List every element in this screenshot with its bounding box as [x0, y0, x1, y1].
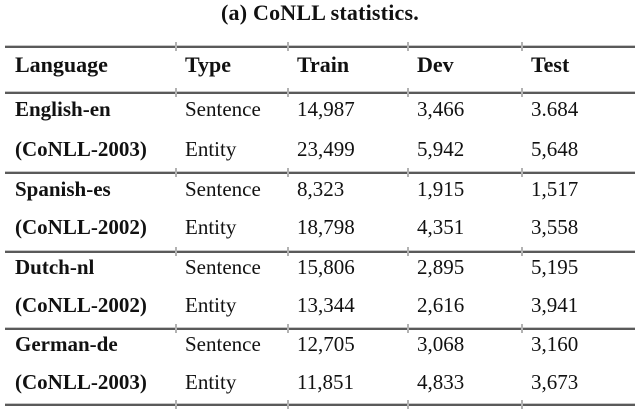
cell-dev: 3,466 [417, 97, 465, 121]
group-separator-rule [5, 324, 635, 333]
header-bottom-rule [5, 88, 635, 97]
table-caption: (a) CoNLL statistics. [221, 0, 419, 25]
cell-dataset: (CoNLL-2003) [15, 370, 147, 394]
cell-train: 11,851 [297, 370, 354, 394]
cell-train: 8,323 [297, 177, 345, 201]
cell-type: Entity [185, 215, 237, 239]
column-separator-tick [175, 88, 177, 97]
cell-dataset: (CoNLL-2003) [15, 137, 147, 161]
column-separator-tick [521, 247, 523, 256]
column-separator-tick [287, 247, 289, 256]
cell-train: 15,806 [297, 255, 355, 279]
header-row: Language Type Train Dev Test [5, 52, 635, 78]
table-row: (CoNLL-2002) Entity 18,798 4,351 3,558 [5, 214, 635, 240]
cell-dev: 3,068 [417, 332, 465, 356]
cell-type: Entity [185, 137, 237, 161]
cell-language: German-de [15, 332, 118, 356]
cell-train: 12,705 [297, 332, 355, 356]
column-separator-tick [287, 324, 289, 333]
cell-test: 3,941 [531, 293, 579, 317]
cell-type: Entity [185, 370, 237, 394]
group-separator-rule [5, 247, 635, 256]
table-row: English-en Sentence 14,987 3,466 3.684 [5, 96, 635, 122]
column-separator-tick [175, 400, 177, 409]
column-separator-tick [175, 168, 177, 177]
table-row: Spanish-es Sentence 8,323 1,915 1,517 [5, 176, 635, 202]
table-row: (CoNLL-2003) Entity 11,851 4,833 3,673 [5, 369, 635, 395]
table-row: German-de Sentence 12,705 3,068 3,160 [5, 331, 635, 357]
column-separator-tick [407, 400, 409, 409]
cell-language: Dutch-nl [15, 255, 95, 279]
col-header-train: Train [297, 52, 350, 77]
cell-test: 5,648 [531, 137, 579, 161]
cell-language: English-en [15, 97, 111, 121]
group-separator-rule [5, 168, 635, 177]
cell-type: Sentence [185, 97, 261, 121]
cell-train: 13,344 [297, 293, 355, 317]
column-separator-tick [407, 88, 409, 97]
cell-dev: 2,616 [417, 293, 465, 317]
col-header-type: Type [185, 52, 232, 77]
column-separator-tick [175, 247, 177, 256]
column-separator-tick [521, 42, 523, 51]
cell-dev: 4,351 [417, 215, 465, 239]
column-separator-tick [521, 324, 523, 333]
cell-test: 3,558 [531, 215, 579, 239]
cell-language: Spanish-es [15, 177, 111, 201]
cell-dataset: (CoNLL-2002) [15, 293, 147, 317]
cell-type: Sentence [185, 255, 261, 279]
column-separator-tick [175, 324, 177, 333]
cell-type: Sentence [185, 177, 261, 201]
column-separator-tick [407, 168, 409, 177]
table-row: Dutch-nl Sentence 15,806 2,895 5,195 [5, 254, 635, 280]
cell-test: 5,195 [531, 255, 579, 279]
col-header-dev: Dev [417, 52, 454, 77]
cell-test: 1,517 [531, 177, 579, 201]
col-header-language: Language [15, 52, 108, 77]
table-row: (CoNLL-2002) Entity 13,344 2,616 3,941 [5, 292, 635, 318]
column-separator-tick [287, 88, 289, 97]
cell-test: 3.684 [531, 97, 579, 121]
cell-test: 3,673 [531, 370, 579, 394]
cell-dev: 1,915 [417, 177, 465, 201]
column-separator-tick [287, 168, 289, 177]
table-row: (CoNLL-2003) Entity 23,499 5,942 5,648 [5, 136, 635, 162]
column-separator-tick [175, 42, 177, 51]
column-separator-tick [287, 400, 289, 409]
column-separator-tick [287, 42, 289, 51]
column-separator-tick [521, 400, 523, 409]
column-separator-tick [407, 247, 409, 256]
cell-train: 14,987 [297, 97, 355, 121]
table-top-rule [5, 42, 635, 51]
table-bottom-rule [5, 400, 635, 409]
col-header-test: Test [531, 52, 570, 77]
cell-train: 18,798 [297, 215, 355, 239]
cell-dev: 2,895 [417, 255, 465, 279]
column-separator-tick [521, 88, 523, 97]
column-separator-tick [407, 324, 409, 333]
cell-dataset: (CoNLL-2002) [15, 215, 147, 239]
cell-type: Entity [185, 293, 237, 317]
cell-train: 23,499 [297, 137, 355, 161]
column-separator-tick [521, 168, 523, 177]
column-separator-tick [407, 42, 409, 51]
cell-test: 3,160 [531, 332, 579, 356]
cell-dev: 5,942 [417, 137, 465, 161]
cell-dev: 4,833 [417, 370, 465, 394]
cell-type: Sentence [185, 332, 261, 356]
